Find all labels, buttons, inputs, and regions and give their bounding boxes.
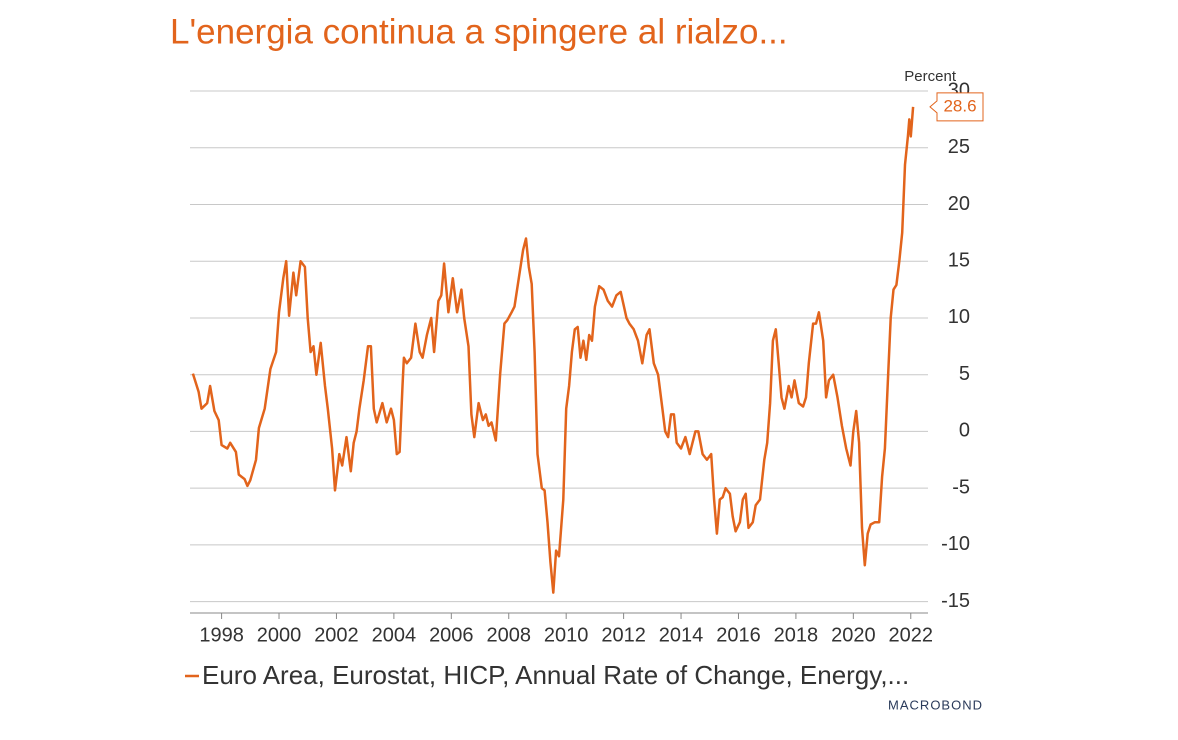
y-tick-label: -15 [941,590,970,612]
x-tick-label: 2016 [716,624,761,646]
x-tick-label: 2020 [831,624,876,646]
x-tick-label: 2008 [486,624,531,646]
x-tick-label: 2004 [372,624,417,646]
line-series [191,106,915,594]
x-tick-label: 2014 [659,624,704,646]
x-tick-label: 2006 [429,624,474,646]
y-tick-label: 0 [959,420,970,442]
x-tick-label: 2022 [889,624,934,646]
y-tick-label: 25 [948,136,970,158]
y-tick-label: -5 [952,476,970,498]
x-tick-label: 2018 [774,624,819,646]
x-tick-label: 1998 [199,624,244,646]
chart-title: L'energia continua a spingere al rialzo.… [170,12,788,51]
x-tick-label: 2012 [601,624,646,646]
x-tick-label: 2002 [314,624,359,646]
y-tick-label: -10 [941,533,970,555]
y-tick-label: 5 [959,363,970,385]
y-tick-label: 10 [948,306,970,328]
x-tick-label: 2000 [257,624,302,646]
y-tick-label: 20 [948,193,970,215]
y-tick-label: 15 [948,249,970,271]
legend-label: Euro Area, Eurostat, HICP, Annual Rate o… [202,660,909,690]
logo: MACROBOND [888,697,983,712]
last-value-box [929,92,984,122]
last-value-label: 28.6 [943,96,976,115]
y-axis-label: Percent [904,68,957,85]
x-tick-label: 2010 [544,624,589,646]
